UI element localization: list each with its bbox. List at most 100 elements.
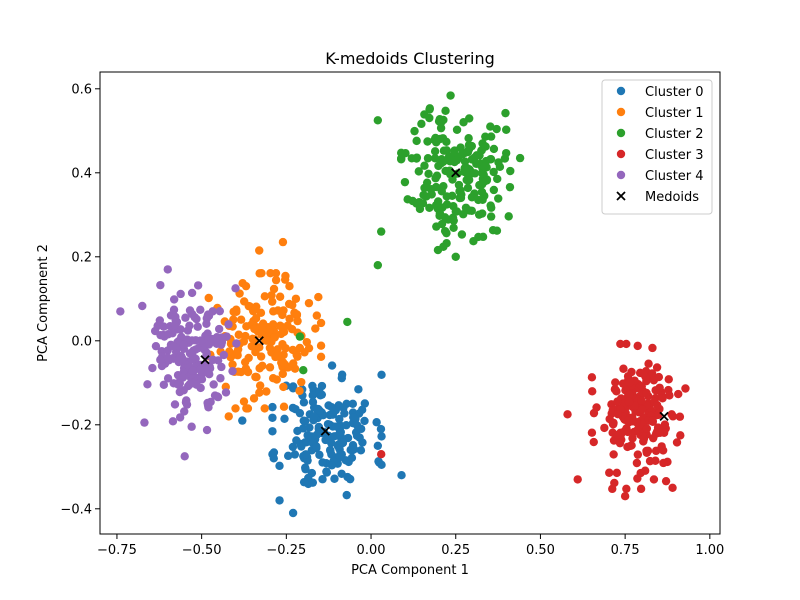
- data-point: [633, 450, 643, 459]
- y-tick-label: 0.0: [71, 334, 92, 349]
- data-point: [660, 420, 670, 429]
- data-point: [504, 212, 513, 221]
- data-point: [615, 438, 625, 448]
- data-point: [170, 320, 180, 330]
- data-point: [204, 403, 213, 412]
- data-point: [295, 386, 304, 396]
- data-point: [215, 306, 225, 316]
- data-point: [289, 359, 298, 368]
- data-point: [649, 376, 659, 385]
- data-point: [563, 410, 572, 419]
- data-point: [420, 161, 429, 170]
- data-point: [321, 435, 330, 445]
- data-point: [150, 326, 160, 336]
- y-axis-label: PCA Component 2: [36, 244, 51, 362]
- data-point: [229, 307, 238, 316]
- data-point: [278, 358, 288, 367]
- data-point: [279, 382, 288, 392]
- data-point: [138, 301, 147, 311]
- data-point: [637, 405, 647, 414]
- data-point: [486, 155, 495, 164]
- data-point: [486, 132, 496, 141]
- data-point: [258, 319, 268, 328]
- data-point: [187, 288, 197, 298]
- data-point: [676, 431, 685, 440]
- data-point: [315, 406, 324, 416]
- data-point: [625, 390, 634, 400]
- data-point: [486, 122, 495, 131]
- data-point: [169, 295, 179, 304]
- data-point: [459, 210, 468, 219]
- data-point: [651, 456, 660, 465]
- data-point: [182, 400, 192, 409]
- data-point: [410, 126, 419, 136]
- data-point: [373, 441, 383, 450]
- data-point: [288, 384, 298, 393]
- data-point: [224, 412, 233, 421]
- data-point: [277, 322, 286, 331]
- data-point: [302, 337, 312, 347]
- legend-item: Cluster 2: [616, 127, 704, 142]
- data-point: [648, 343, 657, 353]
- data-point: [414, 167, 424, 176]
- data-point: [587, 373, 597, 382]
- data-point: [360, 399, 370, 408]
- data-point: [592, 403, 601, 412]
- medoid-marker: [320, 426, 330, 436]
- data-point: [408, 196, 417, 206]
- data-point: [209, 380, 218, 389]
- data-point: [299, 424, 308, 433]
- data-point: [442, 192, 451, 201]
- medoid-marker: [451, 168, 461, 178]
- data-point: [257, 268, 266, 278]
- data-point: [620, 492, 630, 501]
- data-point: [377, 432, 386, 441]
- data-point: [377, 460, 386, 470]
- data-point: [299, 398, 309, 407]
- series-0: [238, 361, 406, 518]
- data-point: [422, 192, 431, 201]
- data-point: [420, 183, 429, 193]
- data-point: [337, 469, 346, 478]
- data-point: [173, 380, 183, 389]
- data-point: [642, 388, 651, 398]
- legend-marker: [616, 128, 626, 138]
- data-point: [255, 246, 264, 255]
- data-point: [452, 207, 462, 216]
- legend: Cluster 0 Cluster 1 Cluster 2 Cluster 3 Clus…: [601, 79, 713, 215]
- data-point: [204, 340, 214, 349]
- data-point: [506, 166, 515, 176]
- data-point: [295, 408, 305, 418]
- chart-title: K-medoids Clustering: [325, 49, 495, 68]
- data-point: [457, 230, 467, 239]
- data-point: [432, 171, 442, 180]
- data-point: [492, 124, 501, 134]
- data-point: [432, 222, 441, 231]
- data-point: [481, 132, 490, 141]
- data-point: [464, 134, 473, 143]
- series-4: [116, 265, 241, 461]
- data-point: [430, 147, 440, 156]
- data-point: [609, 450, 618, 459]
- data-point: [202, 425, 212, 435]
- data-point: [647, 369, 657, 378]
- data-point: [297, 377, 306, 387]
- data-point: [288, 442, 298, 452]
- x-axis-ticks: −0.75 −0.50 −0.25 0.00 0.25 0.50 0.75 1.00: [97, 534, 724, 558]
- data-point: [217, 362, 226, 372]
- data-point: [291, 294, 301, 303]
- data-point: [236, 315, 246, 324]
- y-tick-label: 0.6: [71, 82, 92, 97]
- data-point: [308, 397, 318, 407]
- data-point: [228, 366, 237, 376]
- data-point: [241, 364, 251, 373]
- data-point: [449, 216, 458, 225]
- data-point: [156, 280, 165, 290]
- x-tick-label: 0.75: [611, 543, 640, 558]
- data-point: [425, 104, 435, 113]
- data-point: [180, 452, 189, 461]
- data-point: [652, 400, 662, 410]
- data-point: [280, 414, 289, 424]
- data-point: [175, 413, 185, 422]
